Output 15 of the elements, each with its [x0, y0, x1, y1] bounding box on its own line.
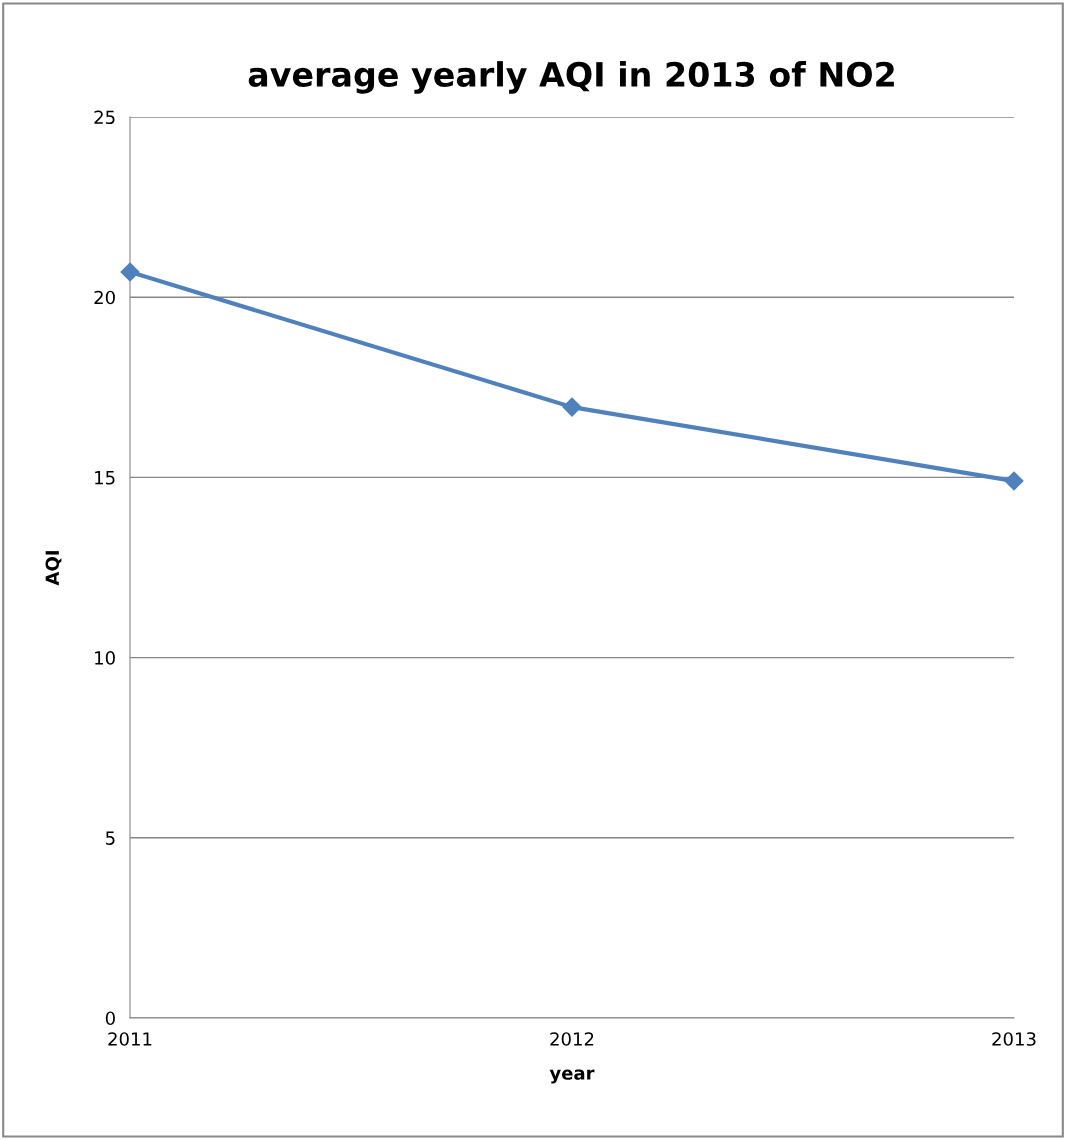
- y-tick-label: 10: [95, 651, 115, 665]
- y-tick-label: 5: [106, 831, 115, 845]
- point: [562, 397, 582, 417]
- y-tick-label: 25: [94, 110, 115, 125]
- point: [120, 262, 140, 282]
- chart-title: average yearly AQI in 2013 of NO2: [248, 61, 894, 94]
- x-tick-label: 2011: [108, 1032, 152, 1046]
- y-tick-label: 20: [94, 290, 115, 305]
- y-axis-title: AQI: [45, 551, 62, 586]
- y-tick-label: 15: [95, 471, 115, 485]
- x-tick-label: 2012: [550, 1032, 594, 1046]
- point: [1004, 471, 1024, 491]
- x-axis-title: year: [549, 1069, 595, 1084]
- x-tick-label: 2013: [992, 1032, 1036, 1046]
- y-tick-label: 0: [105, 1011, 115, 1026]
